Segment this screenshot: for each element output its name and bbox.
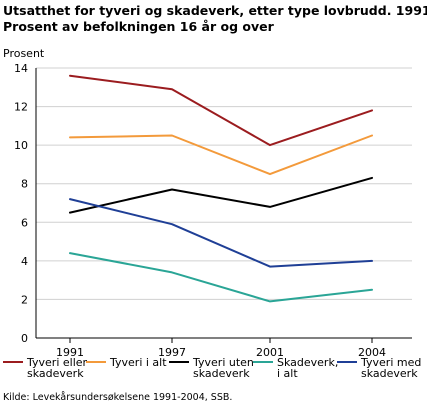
gridlines (36, 67, 412, 300)
series-line-5 (69, 198, 373, 268)
y-tick-label: 8 (21, 178, 28, 191)
legend-label-1: Tyveri eller (26, 356, 88, 369)
y-tick-label: 12 (14, 101, 28, 114)
y-tick-label: 6 (21, 216, 28, 229)
y-tick-label: 14 (14, 62, 28, 75)
y-tick-label: 10 (14, 139, 28, 152)
series-line-3 (69, 176, 373, 214)
series-lines (69, 74, 373, 303)
series-line-2 (69, 134, 373, 176)
y-tick-label: 2 (21, 293, 28, 306)
series-line-4 (69, 252, 373, 303)
legend-label-3: skadeverk (193, 367, 250, 380)
y-tick-label: 0 (21, 332, 28, 345)
source-note: Kilde: Levekårsundersøkelsene 1991-2004,… (3, 392, 232, 403)
legend-label-3: Tyveri uten (192, 356, 254, 369)
legend-label-4: i alt (277, 367, 298, 380)
legend-label-2: Tyveri i alt (109, 356, 167, 369)
chart-title-line-1: Utsatthet for tyveri og skadeverk, etter… (3, 3, 427, 18)
axes: 0 2 4 6 8 10 12 14 1991 1997 2001 2004 (14, 62, 412, 359)
x-tick-label: 2001 (256, 346, 284, 359)
x-tick-label: 1991 (56, 346, 84, 359)
y-axis-label: Prosent (3, 47, 45, 60)
legend-label-4: Skadeverk, (277, 356, 338, 369)
chart-title-line-2: Prosent av befolkningen 16 år og over (3, 19, 275, 34)
y-tick-label: 4 (21, 255, 28, 268)
x-tick-label: 1997 (158, 346, 186, 359)
legend-label-5: skadeverk (361, 367, 418, 380)
series-line-1 (69, 74, 373, 147)
x-tick-label: 2004 (358, 346, 386, 359)
legend-label-1: skadeverk (27, 367, 84, 380)
legend-label-5: Tyveri med (360, 356, 421, 369)
